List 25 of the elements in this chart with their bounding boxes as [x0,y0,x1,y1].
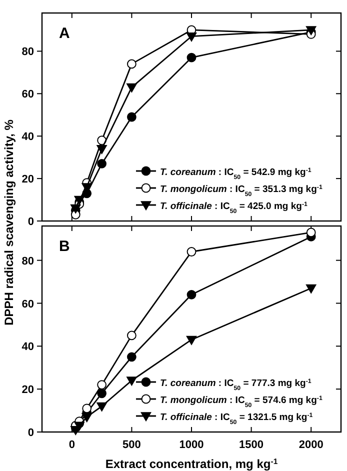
y-tick-label: 80 [22,255,34,268]
x-axis-title: Extract concentration, mg kg$^{-1}$ [105,456,278,471]
y-tick-label: 40 [22,131,34,144]
y-tick-label: 40 [22,341,34,354]
y-tick-label: 20 [22,384,34,396]
y-tick-label: 0 [28,427,34,439]
y-tick-label: 60 [22,298,34,310]
legend-label: T. officinale : IC$_{50}$ = 1321.5 mg kg$^{-1}$ [160,412,314,426]
y-tick-label: 20 [22,174,34,186]
y-tick-label: 60 [22,88,34,101]
x-tick-label: 0 [68,439,75,451]
x-tick-label: 2000 [298,439,324,451]
legend-label: T. mongolicum : IC$_{50}$ = 574.6 mg kg$^{-1}$ [160,394,323,408]
legend-label: T. coreanum : IC$_{50}$ = 777.3 mg kg$^{-1}$ [160,378,312,392]
x-tick-label: 1000 [179,439,204,451]
x-tick-label: 1500 [239,439,264,451]
y-tick-label: 0 [28,216,34,228]
y-tick-label: 80 [22,46,34,58]
annotation: B [59,238,70,255]
annotation: A [59,25,70,42]
legend-label: T. coreanum : IC$_{50}$ = 542.9 mg kg$^{-1}$ [160,166,312,180]
y-axis-title: DPPH radical scavenging activity, % [2,119,16,326]
legend-label: T. mongolicum : IC$_{50}$ = 351.3 mg kg$^{-1}$ [160,184,323,198]
x-tick-label: 500 [122,439,141,451]
legend-label: T. officinale : IC$_{50}$ = 425.0 mg kg$^{-1}$ [160,200,308,214]
